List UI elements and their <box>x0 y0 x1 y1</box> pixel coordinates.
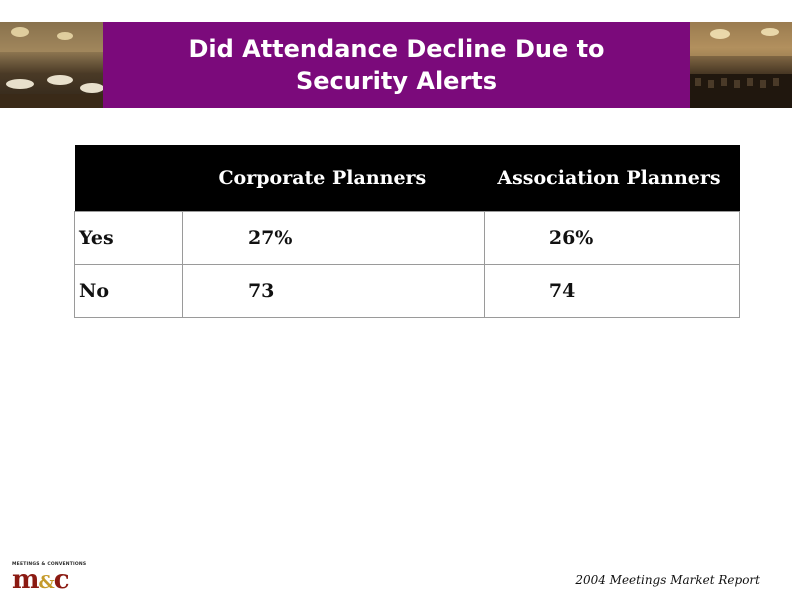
cell-corporate-no: 73 <box>181 264 485 318</box>
table-row: No 73 74 <box>74 264 741 318</box>
cell-corporate-yes: 27% <box>181 211 485 265</box>
logo-mark-amp: & <box>38 572 55 593</box>
row-label-yes: Yes <box>74 211 183 265</box>
table-header-row: Corporate Planners Association Planners <box>74 145 740 212</box>
header-association-planners: Association Planners <box>484 145 740 212</box>
logo-mark-m: m <box>12 565 39 595</box>
slide-title: Did Attendance Decline Due to Security A… <box>188 35 605 95</box>
logo-tagline: MEETINGS & CONVENTIONS <box>12 562 87 567</box>
title-box: Did Attendance Decline Due to Security A… <box>103 22 690 108</box>
ballroom-photo-right <box>690 22 792 108</box>
header-cell-blank <box>74 145 183 212</box>
title-banner: Did Attendance Decline Due to Security A… <box>0 22 792 108</box>
ballroom-photo-left <box>0 22 103 108</box>
mc-logo: MEETINGS & CONVENTIONS m&c <box>12 562 92 596</box>
table-row: Yes 27% 26% <box>74 211 741 265</box>
cell-association-yes: 26% <box>483 211 741 265</box>
logo-mark: m&c <box>12 567 92 596</box>
attendance-table: Corporate Planners Association Planners … <box>74 145 741 318</box>
logo-mark-c: c <box>53 565 70 595</box>
header-corporate-planners: Corporate Planners <box>182 145 485 212</box>
row-label-no: No <box>74 264 183 318</box>
cell-association-no: 74 <box>483 264 741 318</box>
footer-report-name: 2004 Meetings Market Report <box>575 573 760 587</box>
